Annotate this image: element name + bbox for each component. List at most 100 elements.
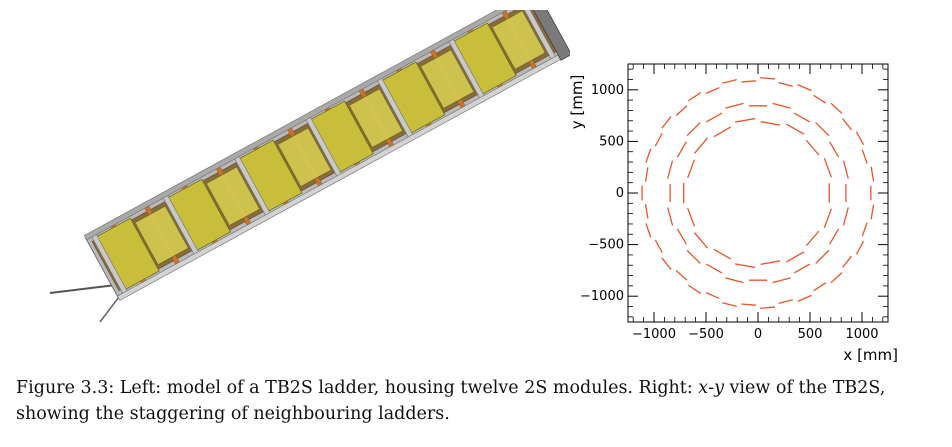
ladder-segment xyxy=(741,303,757,306)
ladder-segment xyxy=(686,122,701,137)
ladder-segment xyxy=(855,131,865,146)
ladder-segment xyxy=(760,260,781,265)
ladder-segment xyxy=(760,77,776,80)
figure-caption: Figure 3.3: Left: model of a TB2S ladder… xyxy=(16,375,941,427)
ladder-segment xyxy=(693,232,709,249)
ladder-segment xyxy=(734,263,756,269)
ladder-segment xyxy=(713,248,732,260)
y-tick-label: −500 xyxy=(588,238,624,253)
caption-text-1: Left: model of a TB2S ladder, housing tw… xyxy=(114,378,699,398)
ladder-segment xyxy=(705,263,723,274)
ladder-segment xyxy=(861,222,868,237)
ladder-segment xyxy=(829,141,840,158)
ladder-segment xyxy=(778,82,793,87)
ladder-segment xyxy=(785,251,805,263)
ladder-segment xyxy=(686,249,701,264)
ladder-segment xyxy=(760,306,776,309)
ladder-segment xyxy=(855,240,865,255)
ladder-segment xyxy=(654,133,663,147)
x-tick-label: 500 xyxy=(798,327,823,342)
ladder-segment xyxy=(861,149,868,164)
ladder-segment xyxy=(725,102,744,109)
ladder-segment xyxy=(815,249,830,264)
x-tick-label: −500 xyxy=(688,327,724,342)
y-tick-label: −1000 xyxy=(580,289,624,304)
ladder-segment xyxy=(654,239,663,253)
ladder-segment xyxy=(645,223,652,238)
ladder-segment xyxy=(687,284,702,294)
ladder-module xyxy=(205,166,261,227)
ladder-segment xyxy=(676,141,687,158)
ladder-segment xyxy=(813,282,827,292)
ladder-segment xyxy=(705,86,720,94)
caption-var-x: x xyxy=(698,378,709,398)
ladder-segment xyxy=(676,228,687,245)
ladder-segment xyxy=(661,257,672,270)
ladder-segment xyxy=(760,121,781,126)
ladder-cable xyxy=(99,297,119,323)
ladder-segment xyxy=(830,102,843,114)
ladder-segment xyxy=(687,92,702,102)
ladder-side-rail xyxy=(116,51,567,301)
x-axis-label: x [mm] xyxy=(843,346,898,364)
ladder-segment xyxy=(772,277,791,284)
ladder-segment xyxy=(661,116,672,129)
xy-view-chart: y [mm] x [mm] −1000 −500 0 500 1000 −1000 −500… xyxy=(560,50,912,370)
ladder-segment xyxy=(842,160,849,179)
ladder-module xyxy=(420,49,475,109)
ladder-module xyxy=(491,10,546,70)
caption-text-2: view of the TB2S, showing the staggering… xyxy=(16,378,886,424)
ladder-segment xyxy=(667,207,674,226)
x-tick-label: 1000 xyxy=(845,327,878,342)
ladder-segment xyxy=(813,94,827,104)
ladder-segment xyxy=(675,105,688,117)
ladder-segment xyxy=(722,302,737,308)
ladder-segment xyxy=(797,84,812,92)
ladder-module xyxy=(134,205,189,266)
ladder-cable xyxy=(49,284,112,294)
ladder-segment xyxy=(725,277,744,284)
ladder-segment xyxy=(815,122,830,137)
ladder-segment xyxy=(705,112,723,123)
ladder-module xyxy=(277,127,332,188)
ladder-segment xyxy=(797,294,812,302)
ladder-segment xyxy=(644,167,649,182)
x-tick-label: 0 xyxy=(754,327,762,342)
ladder-segment xyxy=(693,137,709,154)
ladder-model-image xyxy=(49,0,573,323)
caption-dash: - xyxy=(708,378,715,398)
ladder-segment xyxy=(687,207,696,227)
ladder-model-figure xyxy=(40,0,573,340)
ladder-segment xyxy=(823,208,832,228)
y-tick-label: 0 xyxy=(616,186,624,201)
ladder-segment xyxy=(830,272,843,284)
figure-label: Figure 3.3: xyxy=(16,378,115,398)
ladder-segment xyxy=(687,159,696,179)
ladder-segment xyxy=(644,204,649,219)
x-tick-label: −1000 xyxy=(632,327,676,342)
ladder-segment xyxy=(842,207,849,226)
ladder-segment xyxy=(870,166,875,182)
ladder-segment xyxy=(778,299,793,304)
ladder-segment xyxy=(675,269,688,281)
ladder-segment xyxy=(870,204,875,220)
ladder-segment xyxy=(772,102,791,109)
ladder-segment xyxy=(713,126,732,138)
ladder-segment xyxy=(805,230,820,247)
ladder-segment xyxy=(829,228,840,245)
ladder-segment xyxy=(793,112,811,123)
ladder-segment xyxy=(842,255,853,268)
ladder-segment xyxy=(734,117,756,123)
ladder-segment xyxy=(785,123,805,135)
ladder-segment xyxy=(823,158,832,178)
caption-var-y: y xyxy=(714,378,724,398)
y-axis-label: y [mm] xyxy=(568,75,586,130)
ladder-module xyxy=(348,88,404,149)
plot-frame xyxy=(627,63,889,323)
ladder-segment xyxy=(722,78,737,84)
y-tick-label: 1000 xyxy=(591,83,624,98)
ladder-segment xyxy=(793,263,811,274)
ladder-segment xyxy=(805,139,820,156)
y-tick-label: 500 xyxy=(599,134,624,149)
ladder-segment xyxy=(667,160,674,179)
